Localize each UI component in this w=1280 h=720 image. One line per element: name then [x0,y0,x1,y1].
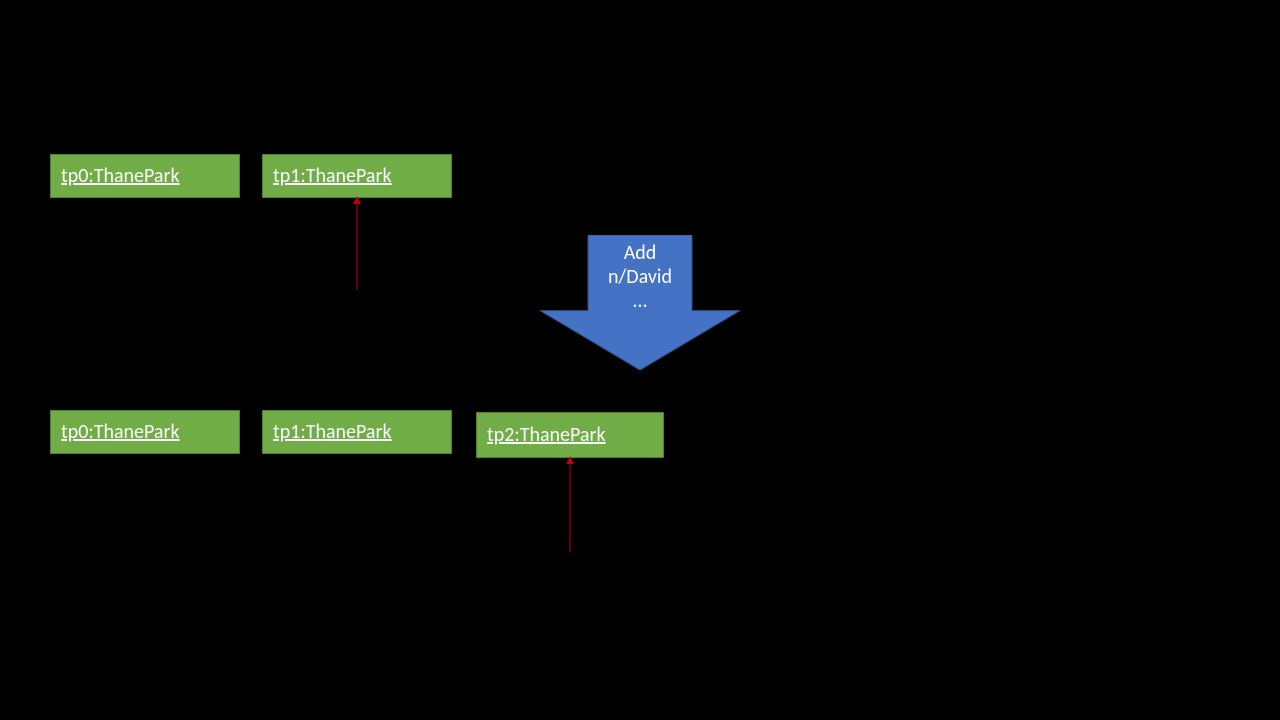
node-tp2-bottom: tp2:ThanePark [476,412,664,458]
node-tp1-bottom: tp1:ThanePark [262,410,452,454]
node-tp0-bottom: tp0:ThanePark [50,410,240,454]
node-label: tp2:ThanePark [487,423,606,447]
node-label: tp1:ThanePark [273,420,392,444]
node-label: tp1:ThanePark [273,164,392,188]
add-arrow-label: Addn/David… [588,241,692,313]
node-tp1-top: tp1:ThanePark [262,154,452,198]
node-label: tp0:ThanePark [61,420,180,444]
node-label: tp0:ThanePark [61,164,180,188]
node-tp0-top: tp0:ThanePark [50,154,240,198]
